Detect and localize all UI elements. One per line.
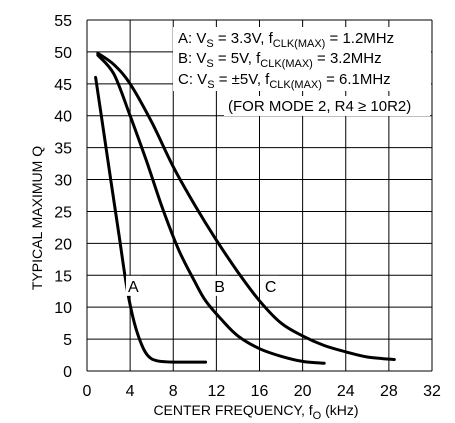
mode-note: (FOR MODE 2, R4 ≥ 10R2) (228, 98, 411, 115)
curve-label-c: C (265, 279, 277, 296)
y-tick-label: 35 (54, 141, 72, 158)
x-axis-title: CENTER FREQUENCY, fO (kHz) (153, 402, 358, 422)
curve-label-background (125, 275, 142, 296)
y-tick-label: 45 (54, 77, 72, 94)
tick-labels: 0 5 10 15 20 25 30 35 40 45 50 55 0 4 8 12 16 20 24 28 32 (54, 13, 441, 400)
x-tick-label: 0 (83, 383, 92, 400)
curve-label-a: A (128, 279, 139, 296)
y-tick-label: 5 (63, 332, 72, 349)
y-tick-label: 30 (54, 173, 72, 190)
legend-entry-a: A: VS = 3.3V, fCLK(MAX) = 1.2MHz (178, 30, 394, 50)
curve-a (94, 75, 208, 364)
x-tick-label: 8 (169, 383, 178, 400)
curve-label-background (262, 275, 279, 296)
x-tick-label: 12 (207, 383, 225, 400)
curve-label-b: B (214, 279, 225, 296)
legend-background (173, 27, 431, 91)
legend-entry-b: B: VS = 5V, fCLK(MAX) = 3.2MHz (178, 50, 382, 70)
curve-b (96, 53, 326, 365)
x-tick-label: 28 (380, 383, 398, 400)
y-tick-label: 55 (54, 13, 72, 30)
y-tick-label: 0 (63, 364, 72, 381)
y-tick-label: 10 (54, 300, 72, 317)
legend-entry-c: C: VS = ±5V, fCLK(MAX) = 6.1MHz (178, 71, 391, 91)
y-tick-label: 40 (54, 109, 72, 126)
x-tick-label: 24 (337, 383, 355, 400)
y-tick-label: 20 (54, 236, 72, 253)
curves: A B C (94, 51, 396, 365)
x-tick-label: 16 (251, 383, 269, 400)
grid (86, 19, 433, 372)
note-background (224, 96, 430, 116)
x-tick-label: 20 (294, 383, 312, 400)
y-tick-label: 50 (54, 45, 72, 62)
y-tick-label: 25 (54, 204, 72, 221)
y-axis-title: TYPICAL MAXIMUM Q (29, 146, 45, 290)
legend: A: VS = 3.3V, fCLK(MAX) = 1.2MHz B: VS =… (173, 27, 431, 91)
curve-c (96, 51, 396, 361)
curve-label-background (212, 275, 229, 296)
y-tick-label: 15 (54, 268, 72, 285)
x-tick-label: 32 (423, 383, 441, 400)
x-tick-label: 4 (126, 383, 135, 400)
